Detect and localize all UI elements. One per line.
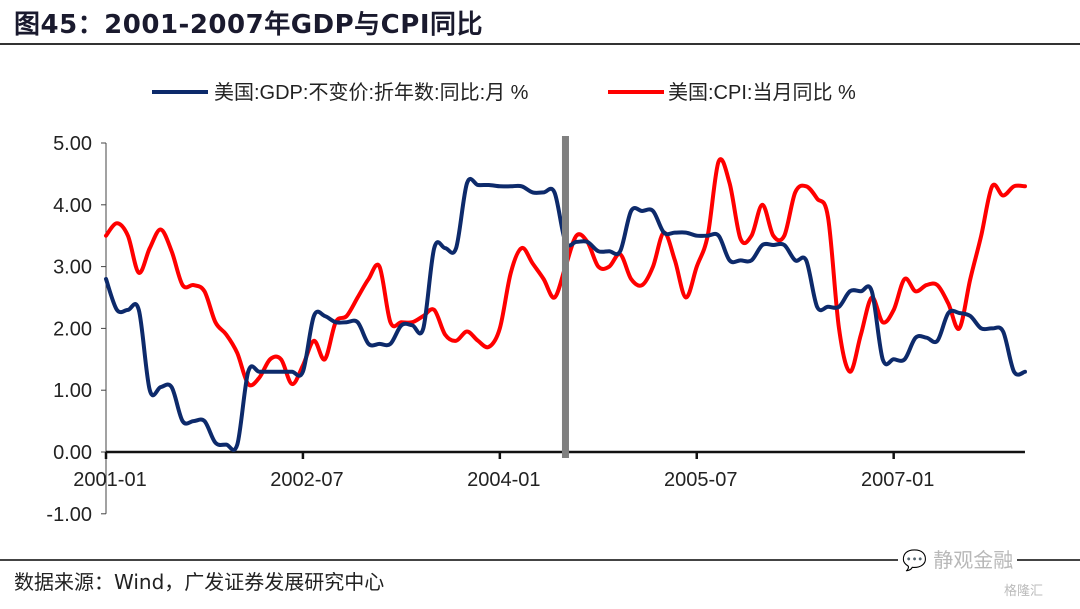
y-tick-label: 1.00 [53, 380, 92, 402]
line-chart: 美国:GDP:不变价:折年数:同比:月 % 美国:CPI:当月同比 % 5.00 4… [46, 81, 1027, 526]
series-lines [104, 136, 1027, 458]
watermark-sub: 格隆汇 [1004, 584, 1044, 599]
y-tick-label: 0.00 [53, 442, 92, 464]
x-tick-label: 2001-01 [73, 469, 146, 491]
y-tick-label: 4.00 [53, 195, 92, 217]
legend: 美国:GDP:不变价:折年数:同比:月 % 美国:CPI:当月同比 % [152, 81, 856, 104]
axes: 5.00 4.00 3.00 2.00 1.00 0.00 -1.00 2001-01 2002… [46, 133, 1025, 526]
watermark: 💬 静观金融 [898, 544, 1018, 573]
x-tick-label: 2004-01 [467, 469, 540, 491]
y-tick-label: 3.00 [53, 257, 92, 279]
chart-title: 图45：2001-2007年GDP与CPI同比 [14, 10, 483, 40]
cpi-legend-label: 美国:CPI:当月同比 % [668, 81, 856, 104]
y-tick-label: 2.00 [53, 318, 92, 340]
footer-divider [0, 559, 1080, 561]
y-tick-label: -1.00 [46, 504, 92, 526]
title-divider [0, 43, 1080, 45]
x-tick-label: 2005-07 [664, 469, 737, 491]
gdp-legend-label: 美国:GDP:不变价:折年数:同比:月 % [214, 81, 529, 104]
source-note: 数据来源：Wind，广发证券发展研究中心 [14, 570, 385, 594]
y-tick-label: 5.00 [53, 133, 92, 155]
x-tick-label: 2002-07 [270, 469, 343, 491]
wechat-icon: 💬 [902, 548, 927, 572]
vertical-marker-bar [561, 136, 569, 458]
x-tick-label: 2007-01 [861, 469, 934, 491]
watermark-text: 静观金融 [933, 548, 1014, 572]
